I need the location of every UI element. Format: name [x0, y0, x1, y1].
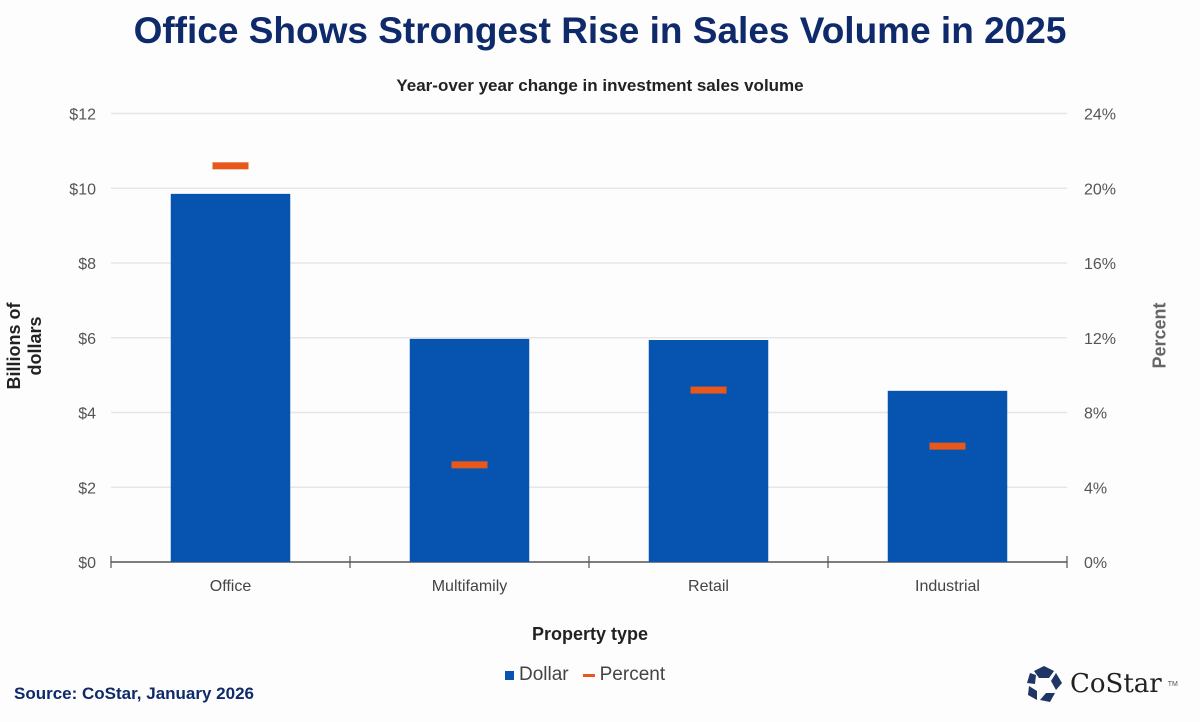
bar-retail	[648, 339, 769, 562]
bar-industrial	[887, 390, 1008, 562]
source-note: Source: CoStar, January 2026	[14, 684, 255, 703]
x-tick-label: Multifamily	[432, 578, 508, 595]
y2-tick-label: 0%	[1084, 555, 1107, 572]
y-tick-label: $8	[78, 256, 96, 273]
y-tick-label: $6	[78, 331, 96, 348]
logo-tm: TM	[1167, 680, 1178, 688]
bar-multifamily	[409, 338, 530, 562]
y2-tick-label: 16%	[1084, 256, 1116, 273]
legend-item-percent: Percent	[582, 664, 666, 686]
y2-tick-label: 24%	[1084, 107, 1116, 124]
costar-logo: CoStar TM	[1024, 664, 1178, 704]
percent-marker-multifamily	[451, 461, 488, 469]
y-tick-label: $0	[78, 555, 96, 572]
x-tick-label: Industrial	[915, 578, 980, 595]
y2-tick-label: 8%	[1084, 406, 1107, 423]
costar-star-icon	[1027, 666, 1062, 702]
percent-marker-industrial	[929, 442, 966, 450]
legend-label: Dollar	[519, 664, 569, 685]
legend: Dollar Percent	[505, 664, 665, 686]
y2-axis-label: Percent	[1149, 302, 1170, 369]
legend-swatch-bar	[505, 670, 514, 680]
bar-office	[170, 193, 291, 562]
chart-subtitle: Year-over year change in investment sale…	[396, 76, 804, 95]
logo-text: CoStar	[1070, 669, 1162, 699]
y2-tick-label: 12%	[1084, 331, 1116, 348]
percent-marker-retail	[690, 386, 727, 394]
y-tick-label: $4	[78, 406, 96, 423]
y-tick-label: $2	[78, 480, 96, 497]
x-axis-label: Property type	[531, 624, 649, 644]
y2-tick-label: 4%	[1084, 480, 1107, 497]
legend-item-dollar: Dollar	[505, 664, 569, 686]
y2-tick-label: 20%	[1084, 181, 1116, 198]
legend-label: Percent	[599, 664, 666, 685]
y-tick-label: $10	[69, 181, 96, 198]
percent-marker-office	[212, 162, 249, 170]
y-tick-label: $12	[69, 107, 96, 124]
chart-title: Office Shows Strongest Rise in Sales Vol…	[133, 10, 1067, 51]
x-tick-label: Office	[210, 578, 252, 595]
y-axis-label: Billions of dollars	[4, 302, 45, 390]
x-tick-label: Retail	[688, 578, 729, 595]
legend-swatch-line	[582, 673, 595, 677]
